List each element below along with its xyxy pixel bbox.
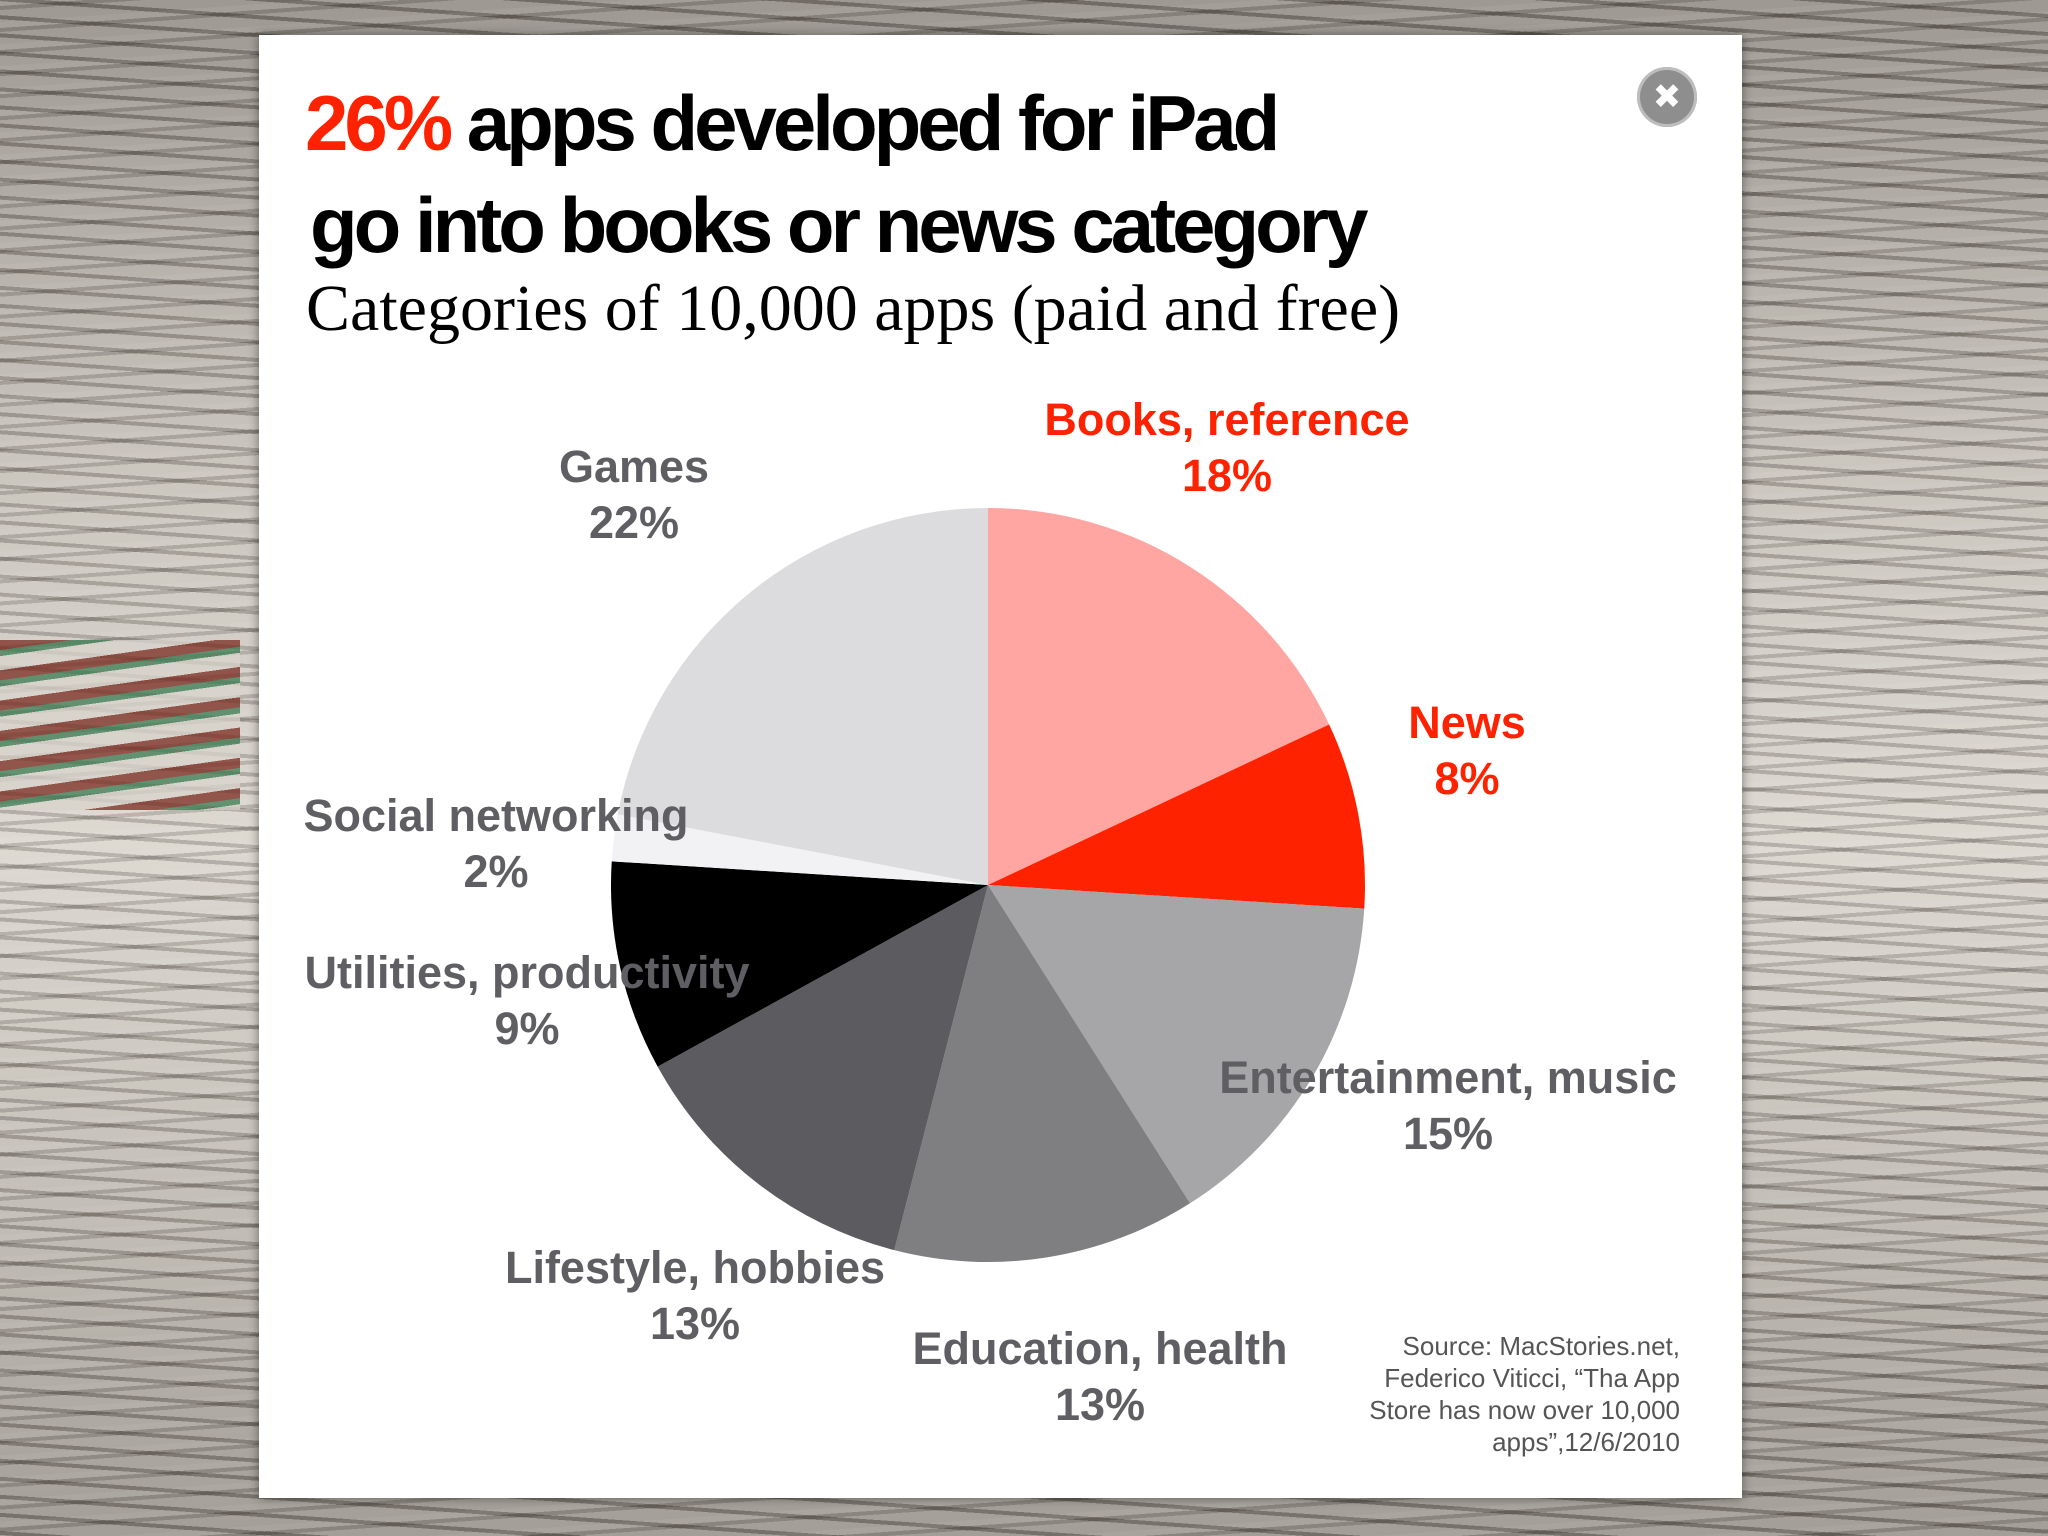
pie-slice-entertainment-music <box>988 885 1365 1204</box>
pie-slice-games <box>617 508 988 885</box>
slice-label-games: Games <box>559 441 709 492</box>
pie-slice-news <box>988 724 1365 909</box>
slice-value-utilities-productivity: 9% <box>494 1003 559 1054</box>
slice-value-news: 8% <box>1434 753 1499 804</box>
slice-label-news: News <box>1408 697 1526 748</box>
pie-slice-education-health <box>894 885 1191 1262</box>
slice-value-entertainment-music: 15% <box>1403 1108 1493 1159</box>
slice-label-utilities-productivity: Utilities, productivity <box>304 947 749 998</box>
close-button[interactable]: ✖ <box>1637 67 1697 127</box>
source-line: Federico Viticci, “Tha App <box>1384 1363 1680 1393</box>
slice-label-books-reference: Books, reference <box>1044 394 1409 445</box>
source-note: Source: MacStories.net, Federico Viticci… <box>1300 1330 1680 1458</box>
pie-slice-utilities-productivity <box>610 861 988 1067</box>
headline-line-2: go into books or news category <box>310 181 1368 269</box>
headline-accent: 26% <box>305 79 453 167</box>
close-icon: ✖ <box>1652 77 1682 117</box>
headline-line-1: 26% apps developed for iPad <box>305 84 1280 162</box>
slice-value-social-networking: 2% <box>463 846 528 897</box>
slice-value-games: 22% <box>589 497 679 548</box>
pie-slice-books-reference <box>988 508 1330 885</box>
slice-value-books-reference: 18% <box>1182 450 1272 501</box>
pie-slice-lifestyle-hobbies <box>657 885 988 1251</box>
headline-line-1-text: apps developed for iPad <box>449 79 1281 167</box>
source-line: apps”,12/6/2010 <box>1492 1427 1680 1457</box>
source-line: Store has now over 10,000 <box>1369 1395 1680 1425</box>
slice-label-education-health: Education, health <box>912 1323 1287 1374</box>
pie-slices <box>610 508 1365 1262</box>
newspaper-background-detail <box>0 640 240 810</box>
slice-value-lifestyle-hobbies: 13% <box>650 1298 740 1349</box>
slice-label-entertainment-music: Entertainment, music <box>1219 1052 1677 1103</box>
slice-value-education-health: 13% <box>1055 1379 1145 1430</box>
source-line: Source: MacStories.net, <box>1402 1331 1680 1361</box>
chart-title: Categories of 10,000 apps (paid and free… <box>306 272 1401 345</box>
slice-label-social-networking: Social networking <box>303 790 688 841</box>
pie-slice-social-networking <box>611 814 988 885</box>
slice-label-lifestyle-hobbies: Lifestyle, hobbies <box>505 1242 885 1293</box>
